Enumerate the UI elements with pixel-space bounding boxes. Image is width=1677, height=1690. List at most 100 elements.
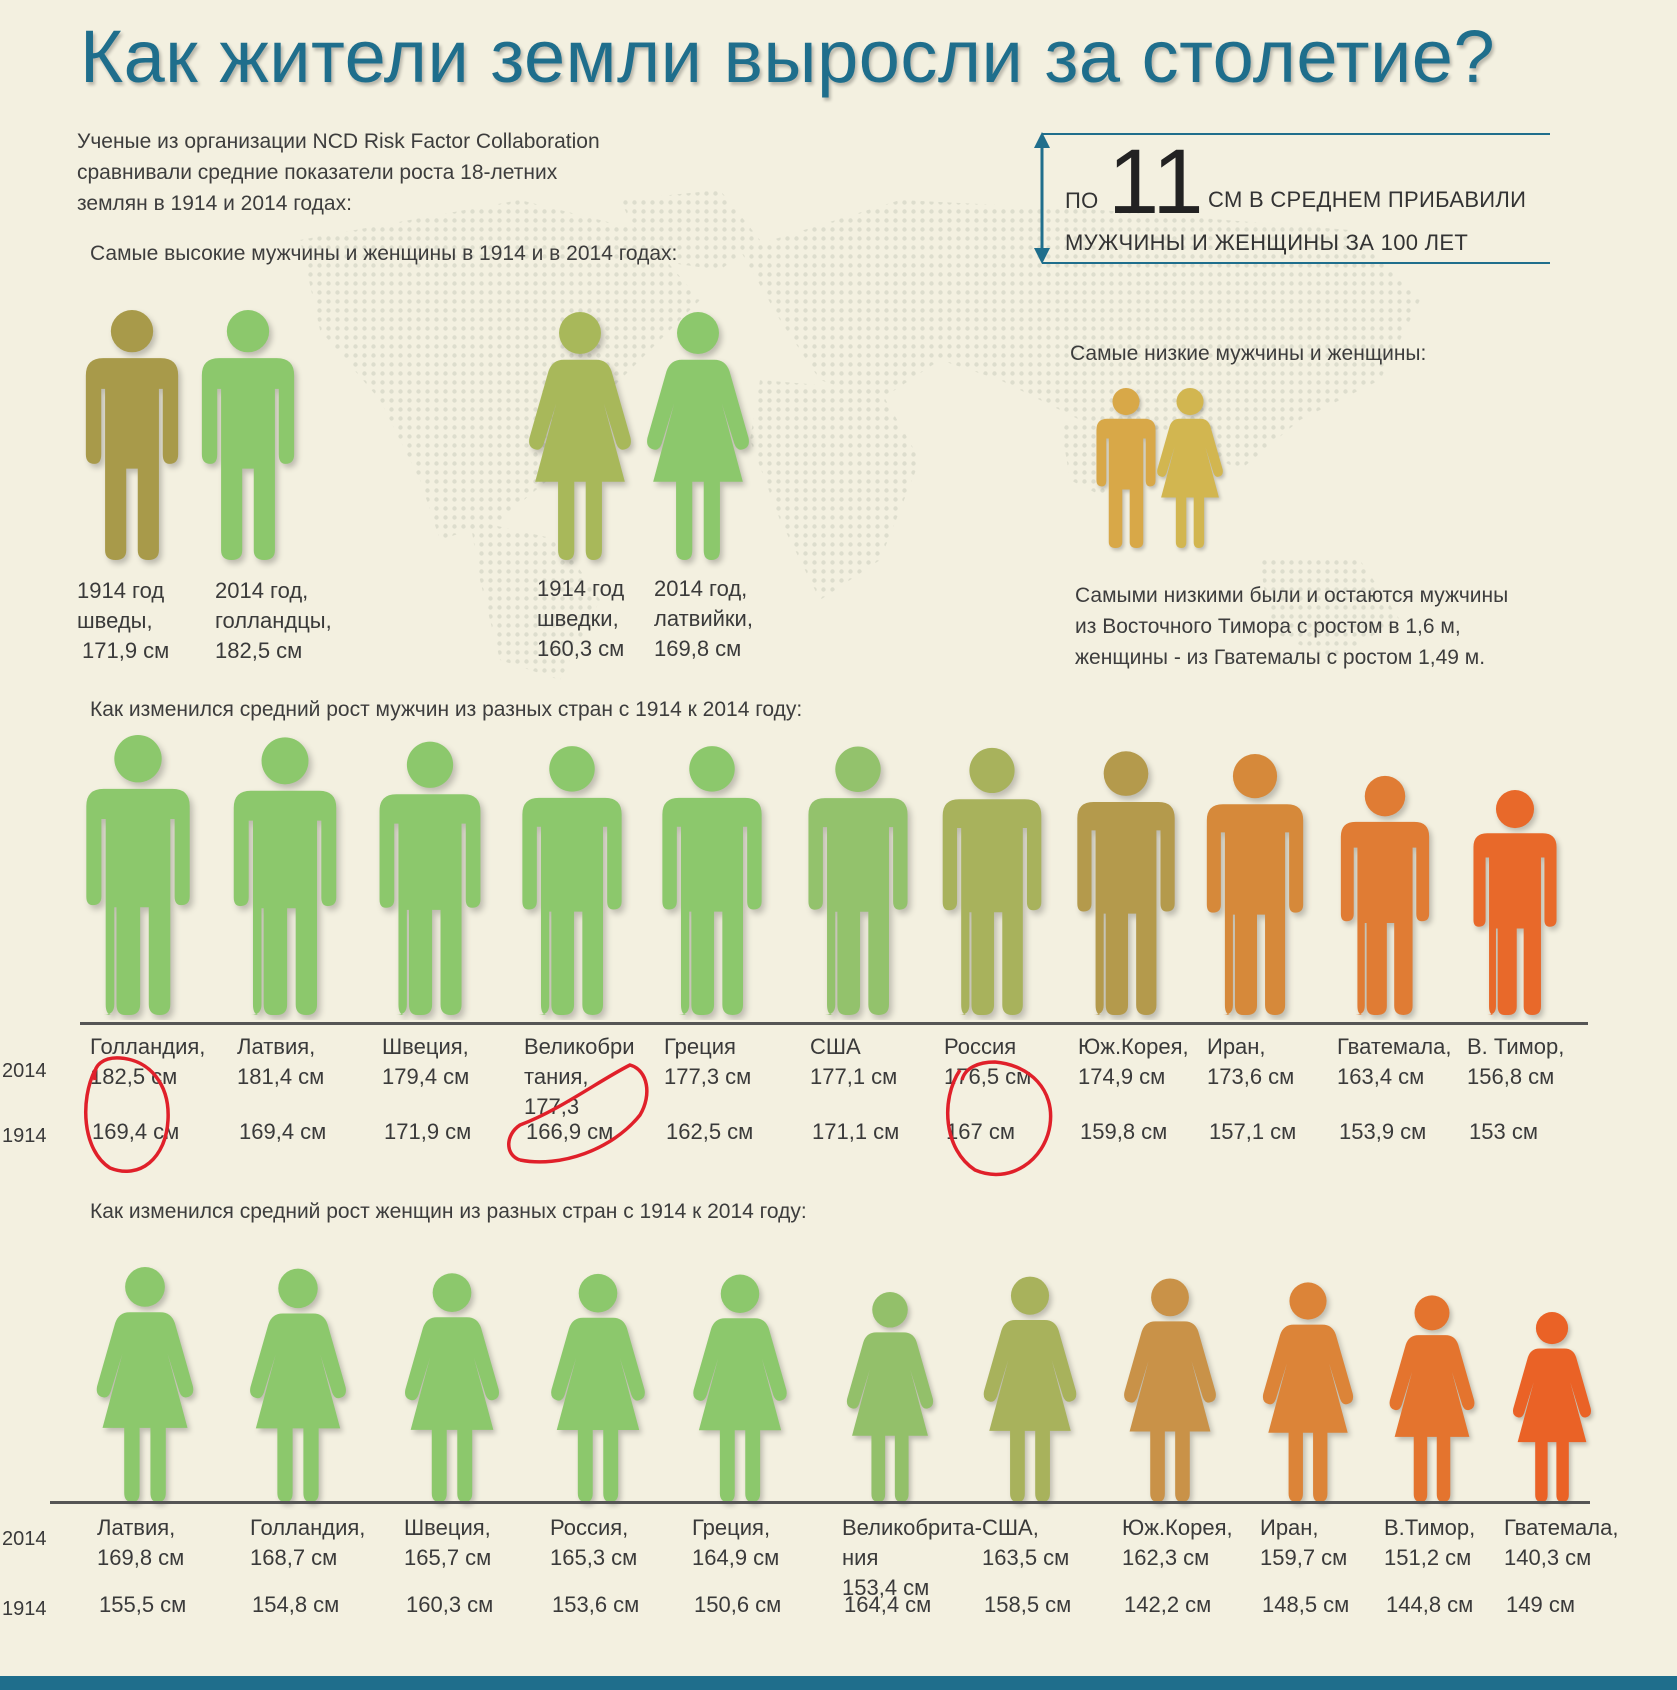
value-2014: 165,3 см: [550, 1545, 638, 1570]
label-line: голландцы,: [215, 608, 332, 633]
man-icon-1: [233, 737, 337, 1015]
shortest-man-icon: [1096, 388, 1156, 548]
women-row-label-2014: 2014: [2, 1528, 47, 1550]
man-icon-10: [1473, 790, 1557, 1015]
woman-icon-8: [1262, 1282, 1354, 1502]
highlight-circles: [84, 1056, 1053, 1177]
women-baseline: [50, 1501, 1590, 1504]
woman-icon-4: [693, 1274, 787, 1502]
value-2014: 163,5 см: [982, 1545, 1070, 1570]
country-label: Голландия, 182,5 см: [90, 1032, 205, 1092]
men-row-label-1914: 1914: [2, 1125, 47, 1147]
value-1914: 159,8 см: [1080, 1119, 1168, 1144]
value-2014: 165,7 см: [404, 1545, 492, 1570]
value-1914: 166,9 см: [526, 1119, 614, 1144]
label-line: шведки,: [537, 606, 619, 631]
men-row-label-2014: 2014: [2, 1060, 47, 1082]
tallest-label-2014-women: 2014 год, латвийки, 169,8 см: [654, 574, 753, 664]
man-1914-icon: [85, 310, 179, 560]
woman-icon-0: [96, 1267, 194, 1502]
country-label: В. Тимор, 156,8 см: [1467, 1032, 1564, 1092]
country-name: Голландия,: [250, 1515, 366, 1540]
value-2014: 162,3 см: [1122, 1545, 1210, 1570]
country-label: Юж.Корея, 174,9 см: [1078, 1032, 1189, 1092]
country-name: Гватемала,: [1504, 1515, 1619, 1540]
value-1914: 171,1 см: [812, 1119, 900, 1144]
value-1914: 149 см: [1506, 1592, 1575, 1617]
value-2014: 174,9 см: [1078, 1064, 1166, 1089]
value-1914: 158,5 см: [984, 1592, 1072, 1617]
country-label: Юж.Корея, 162,3 см: [1122, 1513, 1233, 1573]
label-line: 171,9 см: [82, 638, 170, 663]
women-figures: [96, 1267, 1592, 1502]
country-name: Голландия,: [90, 1034, 206, 1059]
value-1914: 162,5 см: [666, 1119, 754, 1144]
man-icon-4: [662, 746, 762, 1015]
intro-line: Ученые из организации NCD Risk Factor Co…: [77, 130, 600, 153]
bottom-bar: [0, 1676, 1677, 1690]
country-name: Швеция,: [382, 1034, 469, 1059]
country-name: США,: [982, 1515, 1039, 1540]
label-line: 1914 год: [77, 578, 165, 603]
country-label: Швеция, 165,7 см: [404, 1513, 491, 1573]
tallest-label-2014-men: 2014 год, голландцы, 182,5 см: [215, 576, 332, 666]
value-1914: 155,5 см: [99, 1592, 187, 1617]
callout-bottom-rule: [1042, 262, 1550, 264]
callout-prefix: ПО: [1065, 188, 1099, 213]
country-label: Гватемала, 163,4 см: [1337, 1032, 1451, 1092]
country-name: Греция,: [692, 1515, 771, 1540]
woman-icon-1: [250, 1268, 346, 1502]
woman-icon-3: [551, 1273, 645, 1502]
value-1914: 154,8 см: [252, 1592, 340, 1617]
man-icon-9: [1340, 775, 1430, 1015]
tallest-label-1914-men: 1914 год шведы, 171,9 см: [77, 576, 169, 666]
country-name: Россия,: [550, 1515, 629, 1540]
woman-icon-10: [1512, 1312, 1592, 1502]
country-name: США: [810, 1034, 861, 1059]
value-2014: 140,3 см: [1504, 1545, 1592, 1570]
value-1914: 160,3 см: [406, 1592, 494, 1617]
value-1914: 150,6 см: [694, 1592, 782, 1617]
value-1914: 153 см: [1469, 1119, 1538, 1144]
country-label: Голландия, 168,7 см: [250, 1513, 365, 1573]
man-icon-2: [379, 741, 481, 1015]
value-2014: 168,7 см: [250, 1545, 338, 1570]
value-1914: 144,8 см: [1386, 1592, 1474, 1617]
label-line: шведы,: [77, 608, 153, 633]
highlight-circle-netherlands: [84, 1056, 170, 1174]
country-label: Россия 176,5 см: [944, 1032, 1031, 1092]
callout-number: 11: [1108, 131, 1204, 233]
country-label: Россия, 165,3 см: [550, 1513, 637, 1573]
value-2014: 179,4 см: [382, 1064, 470, 1089]
tallest-label-1914-women: 1914 год шведки, 160,3 см: [537, 574, 624, 664]
country-name: Иран,: [1207, 1034, 1266, 1059]
intro-text: Ученые из организации NCD Risk Factor Co…: [77, 126, 600, 219]
value-1914: 169,4 см: [239, 1119, 327, 1144]
value-2014: 181,4 см: [237, 1064, 325, 1089]
man-icon-7: [1077, 751, 1175, 1015]
woman-icon-2: [405, 1273, 499, 1502]
man-icon-8: [1206, 754, 1304, 1015]
shortest-line: Самыми низкими были и остаются мужчины: [1075, 584, 1509, 607]
label-line: 160,3 см: [537, 636, 625, 661]
value-2014: 164,9 см: [692, 1545, 780, 1570]
man-icon-3: [522, 746, 622, 1015]
country-name: В.Тимор,: [1384, 1515, 1476, 1540]
shortest-line: из Восточного Тимора с ростом в 1,6 м,: [1075, 615, 1461, 638]
country-name: Россия: [944, 1034, 1017, 1059]
label-line: 1914 год: [537, 576, 625, 601]
tallest-heading: Самые высокие мужчины и женщины в 1914 и…: [90, 242, 678, 265]
country-name: ния: [842, 1545, 879, 1570]
country-name: Иран,: [1260, 1515, 1319, 1540]
woman-1914-icon: [529, 312, 631, 561]
value-2014: 153,4 см: [842, 1575, 930, 1600]
callout-line2: МУЖЧИНЫ И ЖЕНЩИНЫ ЗА 100 ЛЕТ: [1065, 230, 1469, 255]
callout-line1: СМ В СРЕДНЕМ ПРИБАВИЛИ: [1208, 187, 1527, 212]
value-2014: 169,8 см: [97, 1545, 185, 1570]
value-1914: 167 см: [946, 1119, 1015, 1144]
page-title: Как жители земли выросли за столетие?: [80, 15, 1496, 98]
country-label: Греция 177,3 см: [664, 1032, 751, 1092]
country-label: В.Тимор, 151,2 см: [1384, 1513, 1475, 1573]
woman-icon-9: [1389, 1295, 1475, 1502]
